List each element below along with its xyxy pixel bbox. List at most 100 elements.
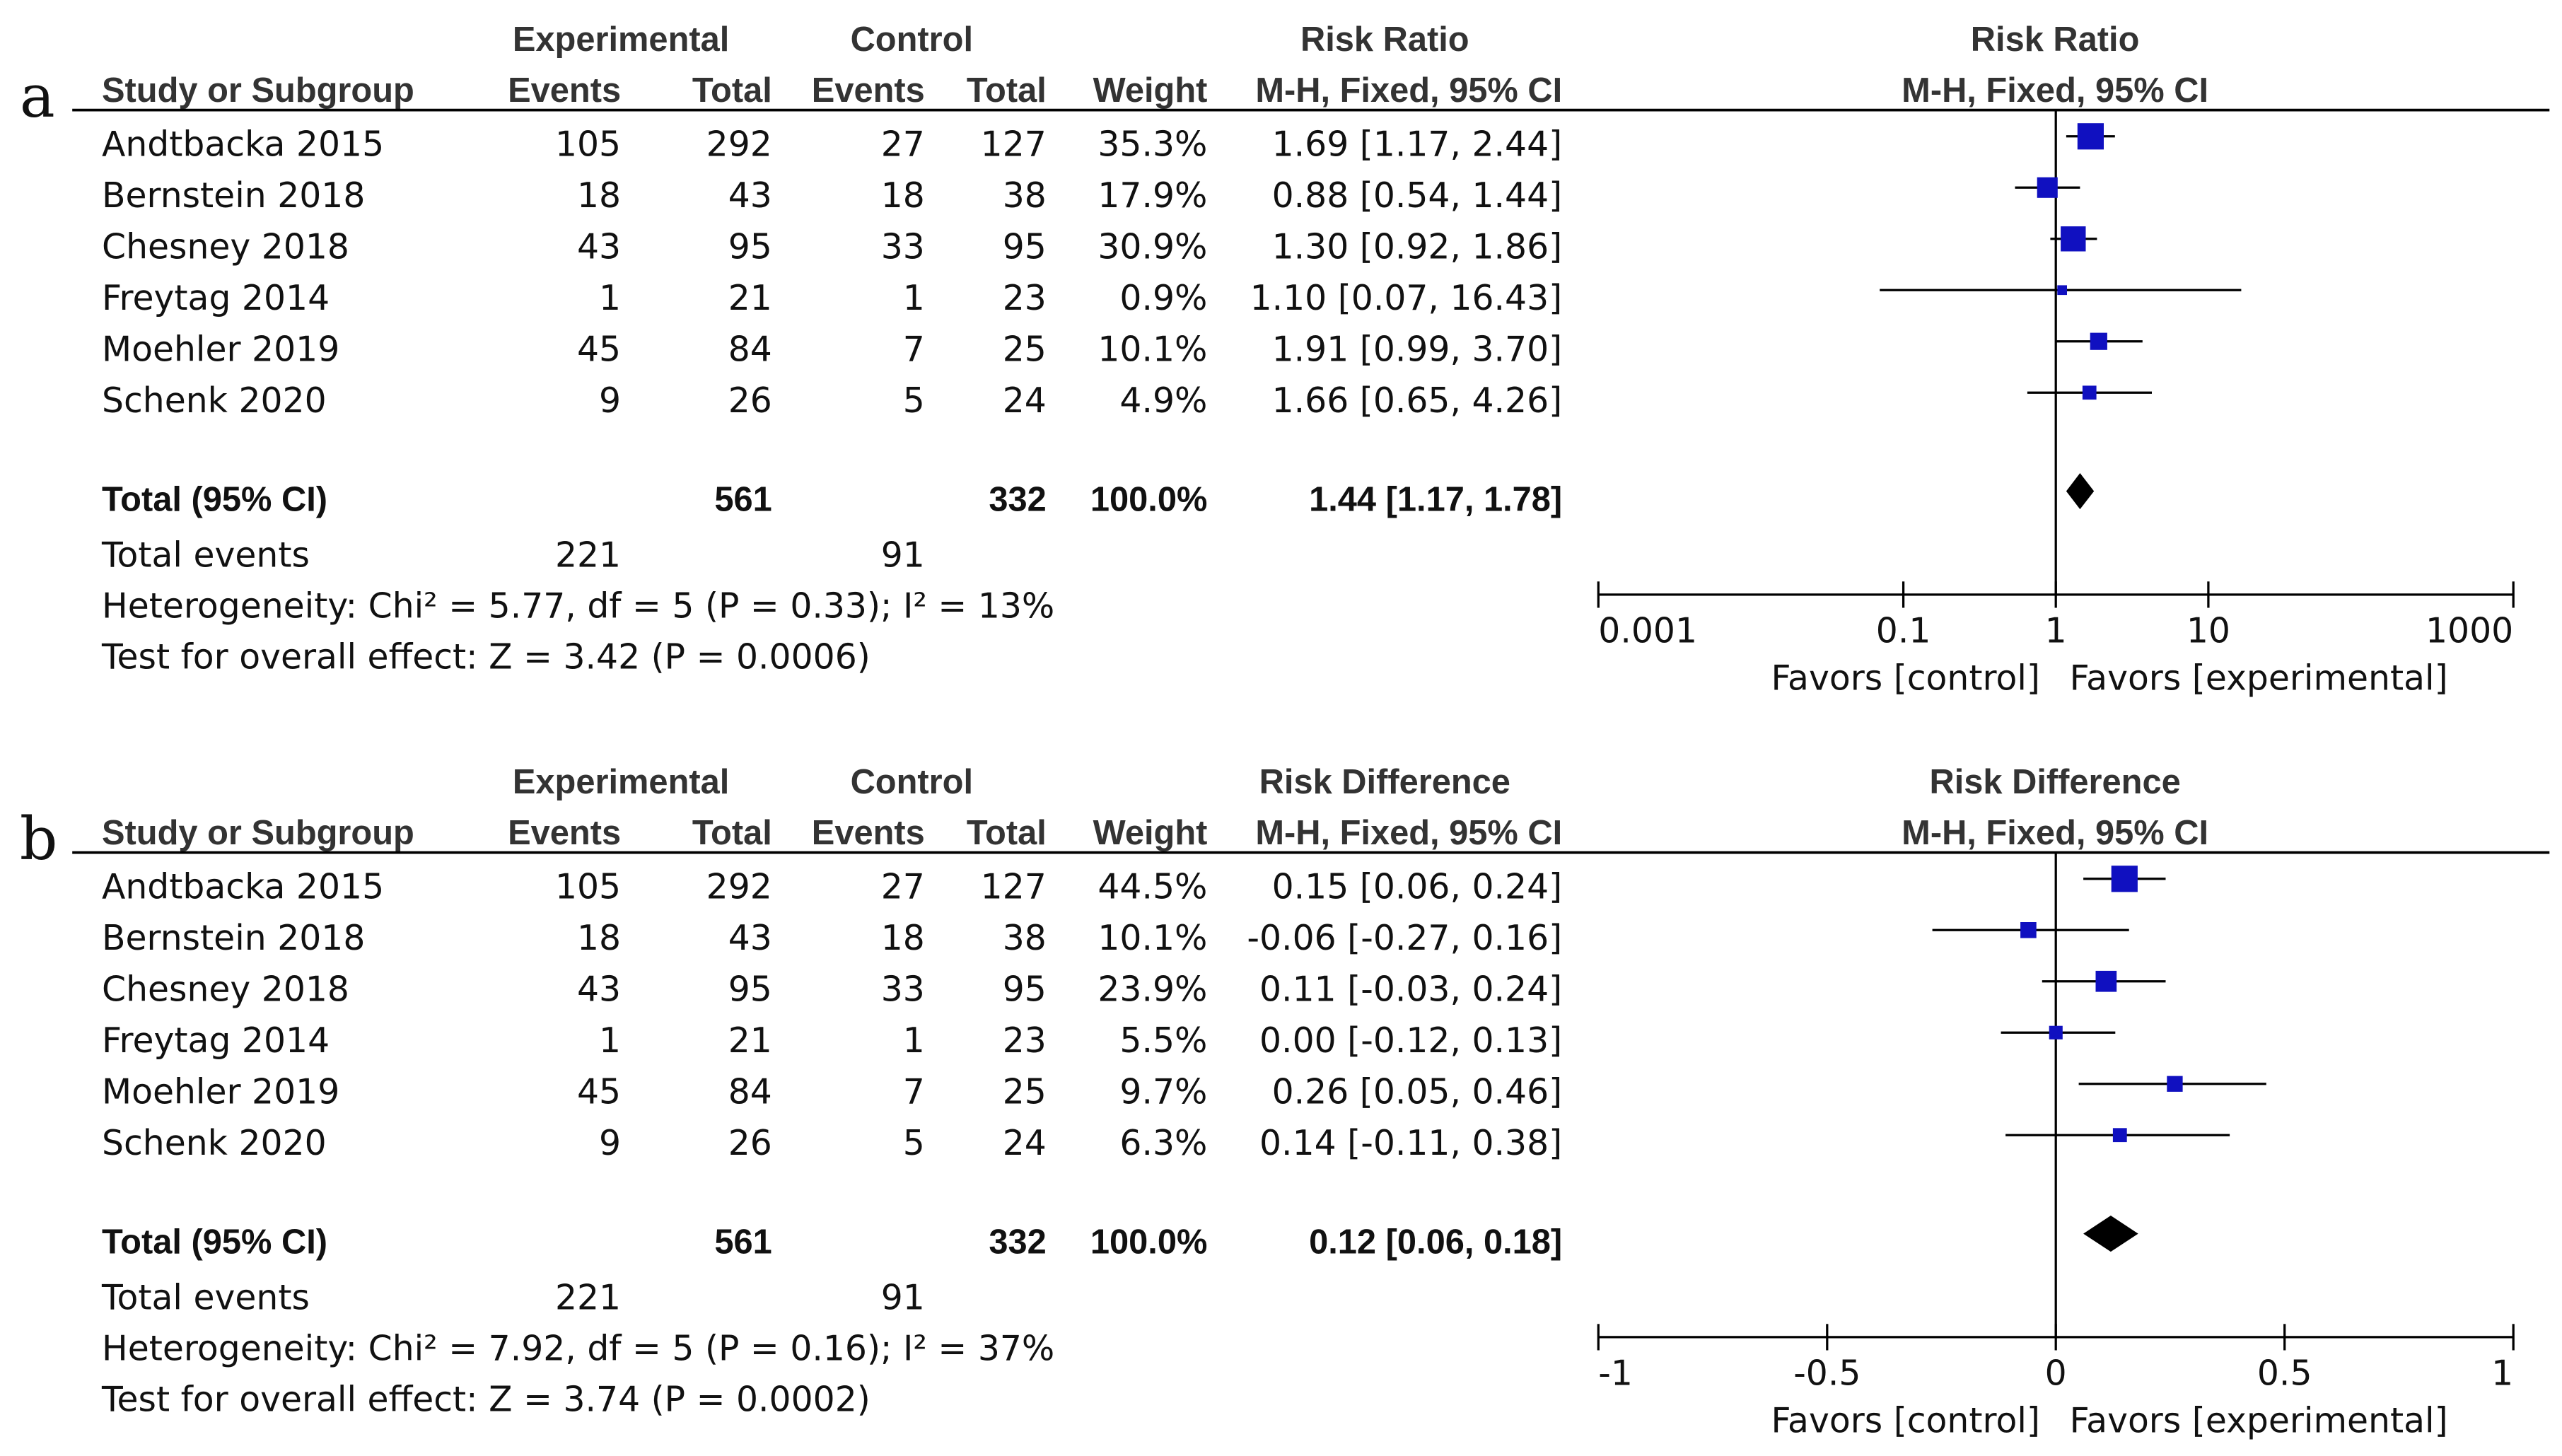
exp-total: 26 — [728, 1123, 772, 1163]
study-marker — [2111, 866, 2138, 892]
study-marker — [2049, 1025, 2063, 1039]
total-events-ctl: 91 — [881, 535, 925, 575]
ctl-events: 5 — [903, 1123, 925, 1163]
ctl-total: 24 — [1003, 380, 1047, 421]
exp-events-header: Events — [508, 71, 621, 110]
ci-text: 0.14 [-0.11, 0.38] — [1259, 1123, 1562, 1163]
exp-events: 43 — [577, 227, 621, 267]
study-marker — [2090, 332, 2107, 350]
exp-events: 18 — [577, 918, 621, 958]
ctl-events: 33 — [881, 969, 925, 1010]
favors-experimental-label: Favors [experimental] — [2070, 658, 2448, 699]
x-tick-label: 0.1 — [1876, 610, 1931, 651]
exp-total: 95 — [728, 227, 772, 267]
overall-effect-text: Test for overall effect: Z = 3.74 (P = 0… — [101, 1380, 871, 1420]
exp-events: 105 — [555, 867, 621, 907]
exp-total: 84 — [728, 1072, 772, 1112]
ci-text: 0.11 [-0.03, 0.24] — [1259, 969, 1562, 1010]
exp-events: 9 — [599, 1123, 621, 1163]
study-name: Freytag 2014 — [102, 278, 330, 318]
study-name: Andtbacka 2015 — [102, 867, 384, 907]
study-name: Moehler 2019 — [102, 330, 339, 370]
ctl-total: 24 — [1003, 1123, 1047, 1163]
panel-label: a — [20, 62, 55, 131]
ctl-total-header: Total — [967, 71, 1047, 110]
weight-header: Weight — [1093, 814, 1208, 852]
exp-total-header: Total — [692, 71, 772, 110]
total-ctl: 332 — [989, 481, 1046, 519]
study-name: Freytag 2014 — [102, 1020, 330, 1061]
ci-text: 1.69 [1.17, 2.44] — [1272, 124, 1563, 165]
total-events-label: Total events — [101, 535, 310, 575]
ctl-total: 23 — [1003, 278, 1047, 318]
ctl-total: 38 — [1003, 918, 1047, 958]
panel-label: b — [20, 804, 58, 873]
favors-experimental-label: Favors [experimental] — [2070, 1401, 2448, 1441]
exp-events: 105 — [555, 124, 621, 165]
heterogeneity-text: Heterogeneity: Chi² = 7.92, df = 5 (P = … — [102, 1328, 1054, 1368]
ci-text: 1.66 [0.65, 4.26] — [1272, 380, 1563, 421]
ctl-events: 5 — [903, 380, 925, 421]
overall-effect-text: Test for overall effect: Z = 3.42 (P = 0… — [101, 637, 871, 677]
x-tick-label: 0.001 — [1598, 610, 1697, 651]
exp-events: 1 — [599, 278, 621, 318]
study-marker — [2057, 285, 2067, 296]
study-name: Chesney 2018 — [102, 227, 349, 267]
ci-text: 0.15 [0.06, 0.24] — [1272, 867, 1563, 907]
ctl-events-header: Events — [812, 814, 925, 852]
weight-value: 23.9% — [1097, 969, 1207, 1010]
ci-text: -0.06 [-0.27, 0.16] — [1247, 918, 1562, 958]
experimental-header: Experimental — [513, 763, 729, 801]
exp-events: 9 — [599, 380, 621, 421]
study-name: Bernstein 2018 — [102, 175, 365, 216]
ctl-total: 95 — [1003, 227, 1047, 267]
study-marker — [2020, 922, 2037, 938]
total-weight: 100.0% — [1090, 481, 1208, 519]
ci-text: 0.26 [0.05, 0.46] — [1272, 1072, 1563, 1112]
pooled-diamond — [2066, 473, 2095, 510]
x-tick-label: 1 — [2045, 610, 2067, 651]
control-header: Control — [851, 21, 973, 59]
measure-header: Risk Ratio — [1300, 21, 1469, 59]
weight-value: 10.1% — [1097, 918, 1207, 958]
ctl-total: 25 — [1003, 330, 1047, 370]
weight-value: 17.9% — [1097, 175, 1207, 216]
study-marker — [2082, 385, 2097, 400]
weight-value: 5.5% — [1119, 1020, 1207, 1061]
exp-events-header: Events — [508, 814, 621, 852]
ci-text: 1.91 [0.99, 3.70] — [1272, 330, 1563, 370]
ctl-events: 18 — [881, 175, 925, 216]
total-events-ctl: 91 — [881, 1277, 925, 1317]
exp-events: 45 — [577, 330, 621, 370]
exp-total: 43 — [728, 175, 772, 216]
x-tick-label: 10 — [2187, 610, 2230, 651]
study-column-header: Study or Subgroup — [102, 814, 414, 852]
exp-total: 43 — [728, 918, 772, 958]
weight-value: 44.5% — [1097, 867, 1207, 907]
ctl-total: 23 — [1003, 1020, 1047, 1061]
total-label: Total (95% CI) — [102, 481, 327, 519]
total-ctl: 332 — [989, 1223, 1046, 1261]
exp-total: 292 — [706, 867, 772, 907]
ctl-total: 127 — [981, 867, 1047, 907]
study-name: Schenk 2020 — [102, 1123, 327, 1163]
study-name: Chesney 2018 — [102, 969, 349, 1010]
weight-value: 6.3% — [1119, 1123, 1207, 1163]
study-marker — [2112, 1128, 2127, 1143]
plot-title: Risk Ratio — [1971, 21, 2140, 59]
ctl-events: 1 — [903, 278, 925, 318]
exp-total: 26 — [728, 380, 772, 421]
ctl-events-header: Events — [812, 71, 925, 110]
weight-value: 30.9% — [1097, 227, 1207, 267]
exp-total: 84 — [728, 330, 772, 370]
ctl-total-header: Total — [967, 814, 1047, 852]
weight-value: 35.3% — [1097, 124, 1207, 165]
ctl-events: 33 — [881, 227, 925, 267]
study-marker — [2077, 123, 2104, 150]
ctl-events: 18 — [881, 918, 925, 958]
ctl-total: 38 — [1003, 175, 1047, 216]
ctl-events: 27 — [881, 867, 925, 907]
x-tick-label: 0.5 — [2257, 1353, 2312, 1393]
ci-text: 0.00 [-0.12, 0.13] — [1259, 1020, 1562, 1061]
